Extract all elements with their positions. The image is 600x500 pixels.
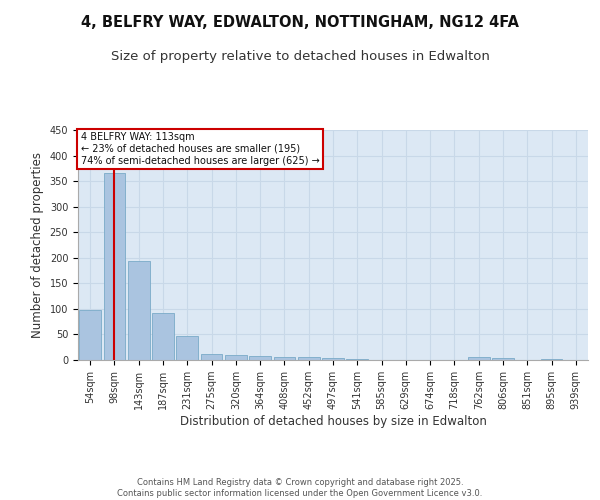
X-axis label: Distribution of detached houses by size in Edwalton: Distribution of detached houses by size …: [179, 415, 487, 428]
Bar: [274, 357, 295, 360]
Text: Size of property relative to detached houses in Edwalton: Size of property relative to detached ho…: [110, 50, 490, 63]
Text: 4, BELFRY WAY, EDWALTON, NOTTINGHAM, NG12 4FA: 4, BELFRY WAY, EDWALTON, NOTTINGHAM, NG1…: [81, 15, 519, 30]
Bar: [249, 356, 271, 360]
Bar: [104, 174, 125, 360]
Bar: [298, 358, 320, 360]
Y-axis label: Number of detached properties: Number of detached properties: [31, 152, 44, 338]
Bar: [79, 310, 101, 360]
Bar: [468, 358, 490, 360]
Bar: [225, 355, 247, 360]
Bar: [541, 359, 562, 360]
Bar: [176, 336, 198, 360]
Text: 4 BELFRY WAY: 113sqm
← 23% of detached houses are smaller (195)
74% of semi-deta: 4 BELFRY WAY: 113sqm ← 23% of detached h…: [80, 132, 319, 166]
Bar: [492, 358, 514, 360]
Bar: [200, 354, 223, 360]
Bar: [152, 314, 174, 360]
Text: Contains HM Land Registry data © Crown copyright and database right 2025.
Contai: Contains HM Land Registry data © Crown c…: [118, 478, 482, 498]
Bar: [322, 358, 344, 360]
Bar: [128, 262, 149, 360]
